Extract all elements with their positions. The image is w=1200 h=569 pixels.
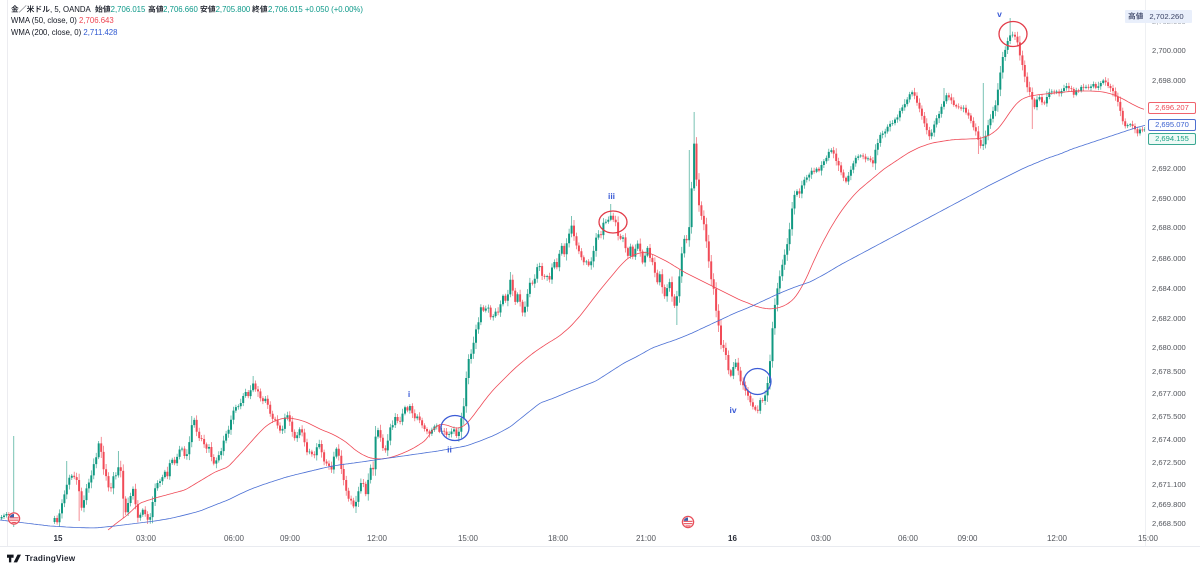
- svg-text:ii: ii: [447, 445, 452, 455]
- svg-text:v: v: [997, 9, 1002, 19]
- svg-text:iv: iv: [729, 405, 736, 415]
- svg-text:i: i: [408, 389, 410, 399]
- svg-text:iii: iii: [608, 191, 615, 201]
